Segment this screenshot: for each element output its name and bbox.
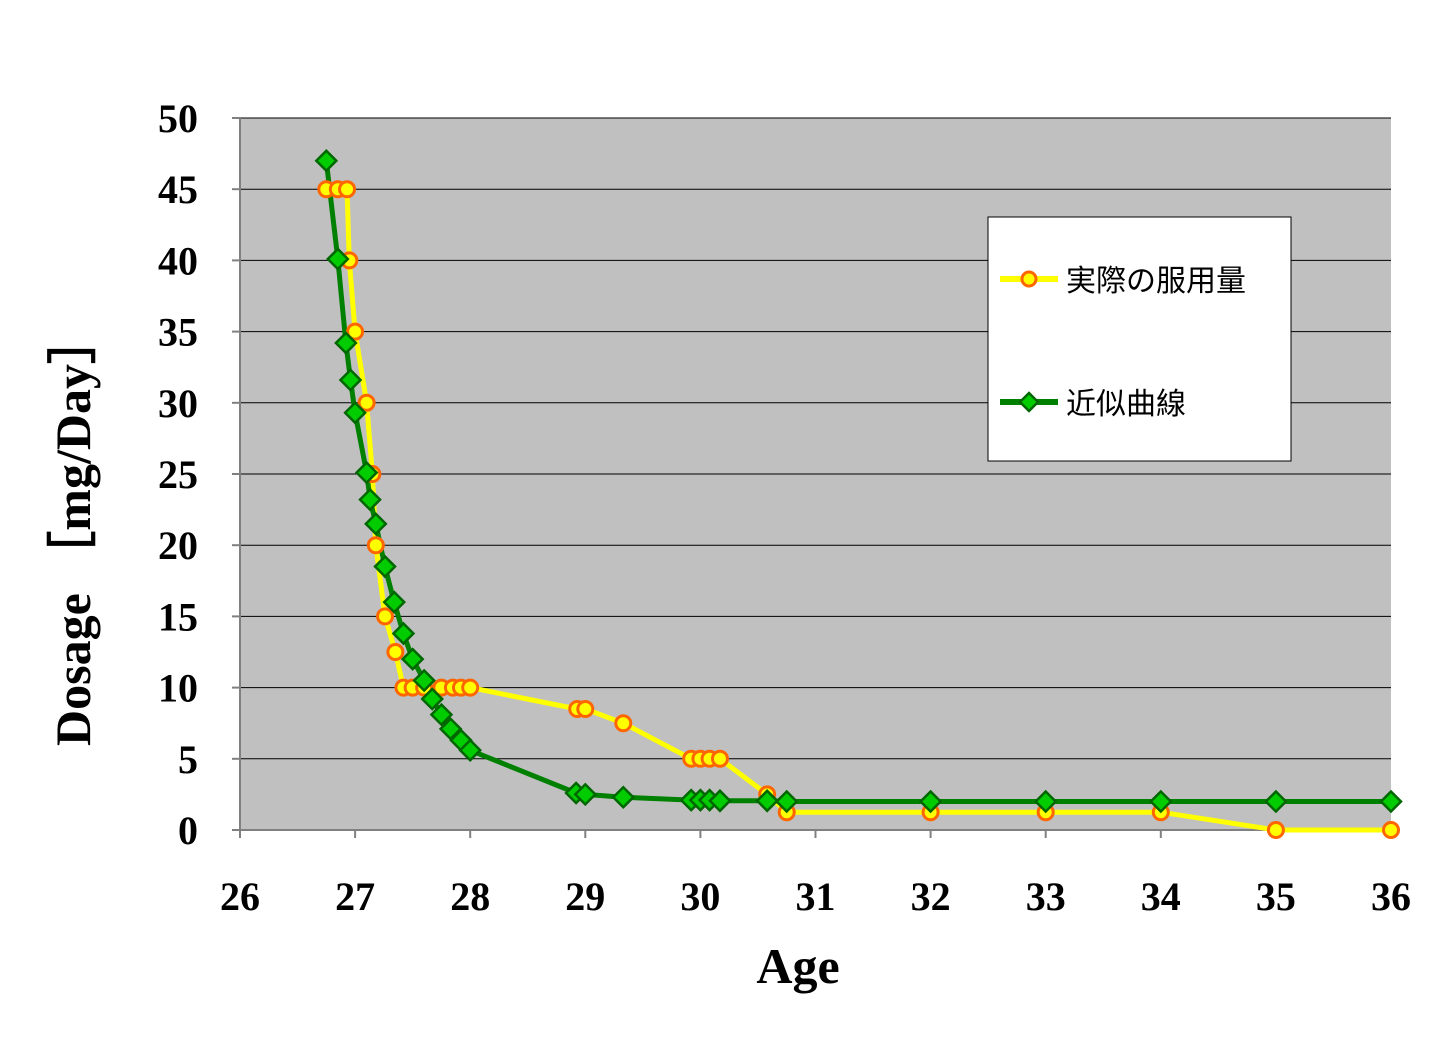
y-tick-label: 0 (178, 808, 198, 853)
data-point (1033, 789, 1058, 814)
data-point (357, 393, 376, 412)
data-point (366, 536, 385, 555)
x-tick-label: 31 (796, 874, 836, 919)
data-point (346, 322, 365, 341)
data-point (1379, 789, 1403, 814)
legend-label-actual: 実際の服用量 (1066, 264, 1246, 299)
y-tick-label: 40 (158, 238, 198, 283)
data-point (614, 714, 633, 733)
y-tick-label: 30 (158, 381, 198, 426)
data-point (458, 738, 482, 763)
y-axis-title: Dosage ［mg/Day］ (45, 314, 101, 746)
data-point (354, 460, 379, 485)
y-tick-label: 25 (158, 452, 198, 497)
x-tick-label: 34 (1141, 874, 1181, 919)
data-point (1266, 821, 1285, 839)
legend-label-fit: 近似曲線 (1066, 387, 1186, 422)
data-point (364, 512, 388, 536)
data-point (576, 699, 595, 718)
data-point (338, 180, 357, 199)
data-point (420, 687, 444, 711)
data-point (358, 487, 382, 512)
data-point (376, 607, 395, 626)
y-tick-label: 10 (158, 666, 198, 711)
data-point (314, 148, 339, 173)
data-point (382, 590, 407, 614)
y-tick-labels: 0 5 10 15 20 25 30 35 40 45 50 (158, 96, 240, 853)
y-tick-label: 35 (158, 310, 198, 355)
data-point (1382, 821, 1400, 839)
data-point (338, 368, 363, 392)
y-tick-label: 15 (158, 594, 198, 639)
data-point (429, 702, 454, 727)
x-tick-label: 35 (1256, 874, 1296, 919)
y-tick-label: 20 (158, 523, 198, 568)
x-tick-label: 30 (680, 874, 720, 919)
data-point (400, 647, 425, 671)
x-tick-label: 28 (450, 874, 490, 919)
data-point (391, 621, 416, 646)
series-markers (314, 148, 1403, 839)
data-point (412, 668, 436, 693)
x-axis-title: Age (756, 938, 839, 994)
data-point (1264, 789, 1288, 814)
data-point (334, 331, 358, 355)
x-tick-label: 29 (565, 874, 605, 919)
y-tick-label: 50 (158, 96, 198, 141)
y-tick-label: 5 (178, 737, 198, 782)
data-point (373, 554, 397, 579)
legend-box (987, 216, 1292, 462)
x-tick-label: 26 (220, 874, 260, 919)
data-point (326, 247, 350, 271)
x-tick-label: 33 (1026, 874, 1066, 919)
data-point (774, 789, 799, 814)
data-point (573, 782, 598, 807)
x-tick-label: 32 (911, 874, 951, 919)
data-point (386, 643, 405, 661)
x-tick-labels: 26 27 28 29 30 31 32 33 34 35 36 (220, 830, 1411, 919)
data-point (918, 789, 943, 814)
data-point (1149, 789, 1173, 814)
legend: 実際の服用量 近似曲線 (987, 216, 1292, 462)
legend-marker-actual (1020, 270, 1038, 288)
data-point (710, 749, 729, 768)
data-point (708, 789, 732, 813)
legend-marker-fit (1018, 391, 1040, 413)
data-point (461, 678, 480, 697)
y-tick-label: 45 (158, 167, 198, 212)
x-tick-label: 36 (1371, 874, 1411, 919)
data-point (343, 401, 367, 425)
data-point (755, 789, 779, 813)
x-tick-label: 27 (335, 874, 375, 919)
series-1-markers (314, 148, 1403, 814)
data-point (611, 785, 636, 810)
